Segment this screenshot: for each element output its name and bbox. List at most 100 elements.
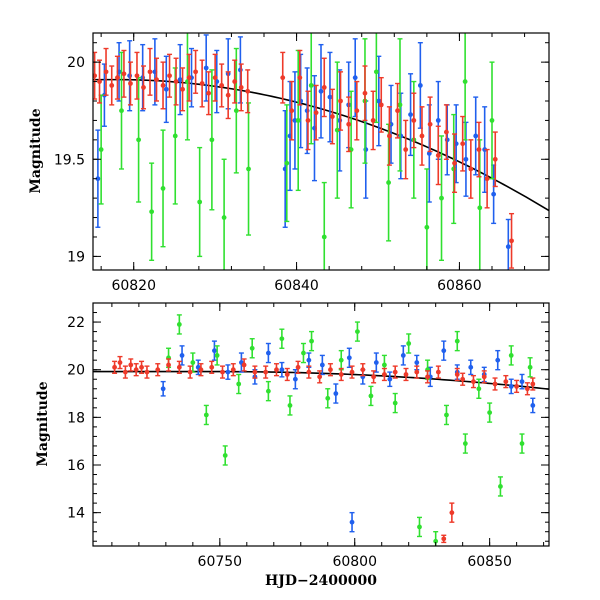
data-point bbox=[119, 108, 124, 114]
data-point bbox=[417, 524, 422, 530]
bottom-plot-area bbox=[93, 314, 549, 546]
data-point bbox=[289, 108, 295, 114]
y-tick-label: 22 bbox=[67, 315, 85, 331]
data-point bbox=[141, 84, 146, 90]
data-point bbox=[279, 367, 285, 373]
data-point bbox=[354, 108, 360, 114]
data-point bbox=[491, 191, 497, 197]
data-point bbox=[209, 137, 215, 143]
data-point bbox=[279, 336, 285, 342]
data-point bbox=[403, 372, 409, 377]
data-point bbox=[177, 77, 183, 83]
data-point bbox=[338, 357, 344, 363]
data-point bbox=[360, 367, 366, 373]
data-point bbox=[476, 386, 482, 392]
data-point bbox=[309, 338, 314, 344]
data-point bbox=[527, 364, 533, 370]
bottom-x-axis-title: HJD−2400000 bbox=[265, 573, 377, 589]
data-point bbox=[295, 364, 301, 370]
data-point bbox=[263, 369, 269, 375]
data-point bbox=[352, 75, 358, 81]
data-point bbox=[468, 166, 474, 172]
data-point bbox=[519, 379, 525, 385]
data-point bbox=[376, 98, 382, 104]
data-point bbox=[154, 77, 159, 83]
data-point bbox=[382, 372, 387, 377]
data-point bbox=[382, 362, 387, 368]
data-point bbox=[199, 81, 205, 86]
data-point bbox=[265, 350, 271, 356]
y-tick-label: 20 bbox=[67, 55, 85, 71]
data-point bbox=[318, 88, 324, 94]
data-point bbox=[400, 353, 406, 358]
top-panel: 60820 60840 60860 19 19.5 20 Magnitude bbox=[28, 32, 550, 294]
data-point bbox=[214, 353, 220, 358]
data-point bbox=[230, 367, 236, 373]
data-point bbox=[209, 364, 215, 370]
data-point bbox=[414, 369, 420, 375]
top-y-axis-title: Magnitude bbox=[28, 108, 44, 193]
data-point bbox=[225, 92, 231, 98]
data-point bbox=[495, 357, 501, 363]
y-tick-label: 16 bbox=[67, 458, 85, 474]
data-point bbox=[451, 166, 457, 172]
data-point bbox=[363, 147, 369, 152]
data-point bbox=[525, 386, 530, 392]
data-point bbox=[334, 127, 340, 133]
x-tick-label: 60820 bbox=[111, 278, 156, 294]
data-point bbox=[301, 350, 306, 356]
x-tick-label: 60840 bbox=[274, 278, 319, 294]
data-point bbox=[373, 69, 379, 75]
data-point bbox=[222, 453, 228, 458]
data-point bbox=[441, 536, 447, 542]
data-point bbox=[306, 357, 312, 363]
data-point bbox=[179, 353, 185, 358]
data-point bbox=[386, 180, 391, 185]
data-point bbox=[176, 322, 182, 327]
data-point bbox=[287, 403, 293, 408]
top-plot-frame bbox=[92, 32, 550, 271]
bottom-panel: 60750 60800 60850 14 16 18 20 22 Magnitude HJD−… bbox=[35, 302, 550, 589]
series-group bbox=[166, 314, 533, 546]
data-point bbox=[392, 400, 398, 406]
data-point bbox=[471, 379, 476, 385]
data-point bbox=[198, 367, 204, 373]
data-point bbox=[508, 353, 514, 358]
data-point bbox=[128, 81, 133, 86]
data-point bbox=[338, 372, 344, 377]
data-point bbox=[414, 360, 420, 365]
data-point bbox=[435, 369, 441, 375]
data-point bbox=[460, 376, 466, 382]
data-point bbox=[425, 374, 430, 380]
x-tick-label: 60750 bbox=[198, 554, 243, 570]
data-point bbox=[186, 75, 192, 81]
data-point bbox=[403, 147, 409, 152]
bottom-axis-ticks: 60750 60800 60850 14 16 18 20 22 bbox=[67, 302, 549, 570]
data-point bbox=[411, 118, 417, 123]
data-point bbox=[128, 362, 134, 368]
data-point bbox=[449, 510, 455, 516]
y-tick-label: 20 bbox=[67, 363, 85, 379]
data-point bbox=[433, 538, 439, 544]
data-point bbox=[155, 367, 161, 373]
data-point bbox=[452, 160, 457, 166]
data-point bbox=[378, 102, 384, 108]
data-point bbox=[295, 118, 301, 123]
data-point bbox=[349, 519, 355, 525]
data-point bbox=[330, 114, 335, 119]
data-point bbox=[392, 369, 398, 375]
data-point bbox=[463, 156, 469, 162]
data-point bbox=[489, 118, 495, 123]
data-point bbox=[93, 73, 98, 79]
data-point bbox=[346, 355, 352, 361]
data-point bbox=[406, 341, 412, 346]
data-point bbox=[206, 90, 212, 96]
data-point bbox=[481, 374, 487, 380]
data-point bbox=[245, 88, 251, 94]
data-point bbox=[492, 381, 498, 387]
data-point bbox=[144, 369, 150, 375]
data-point bbox=[408, 112, 413, 117]
data-point bbox=[212, 75, 218, 81]
data-point bbox=[121, 71, 127, 77]
data-point bbox=[122, 369, 128, 375]
